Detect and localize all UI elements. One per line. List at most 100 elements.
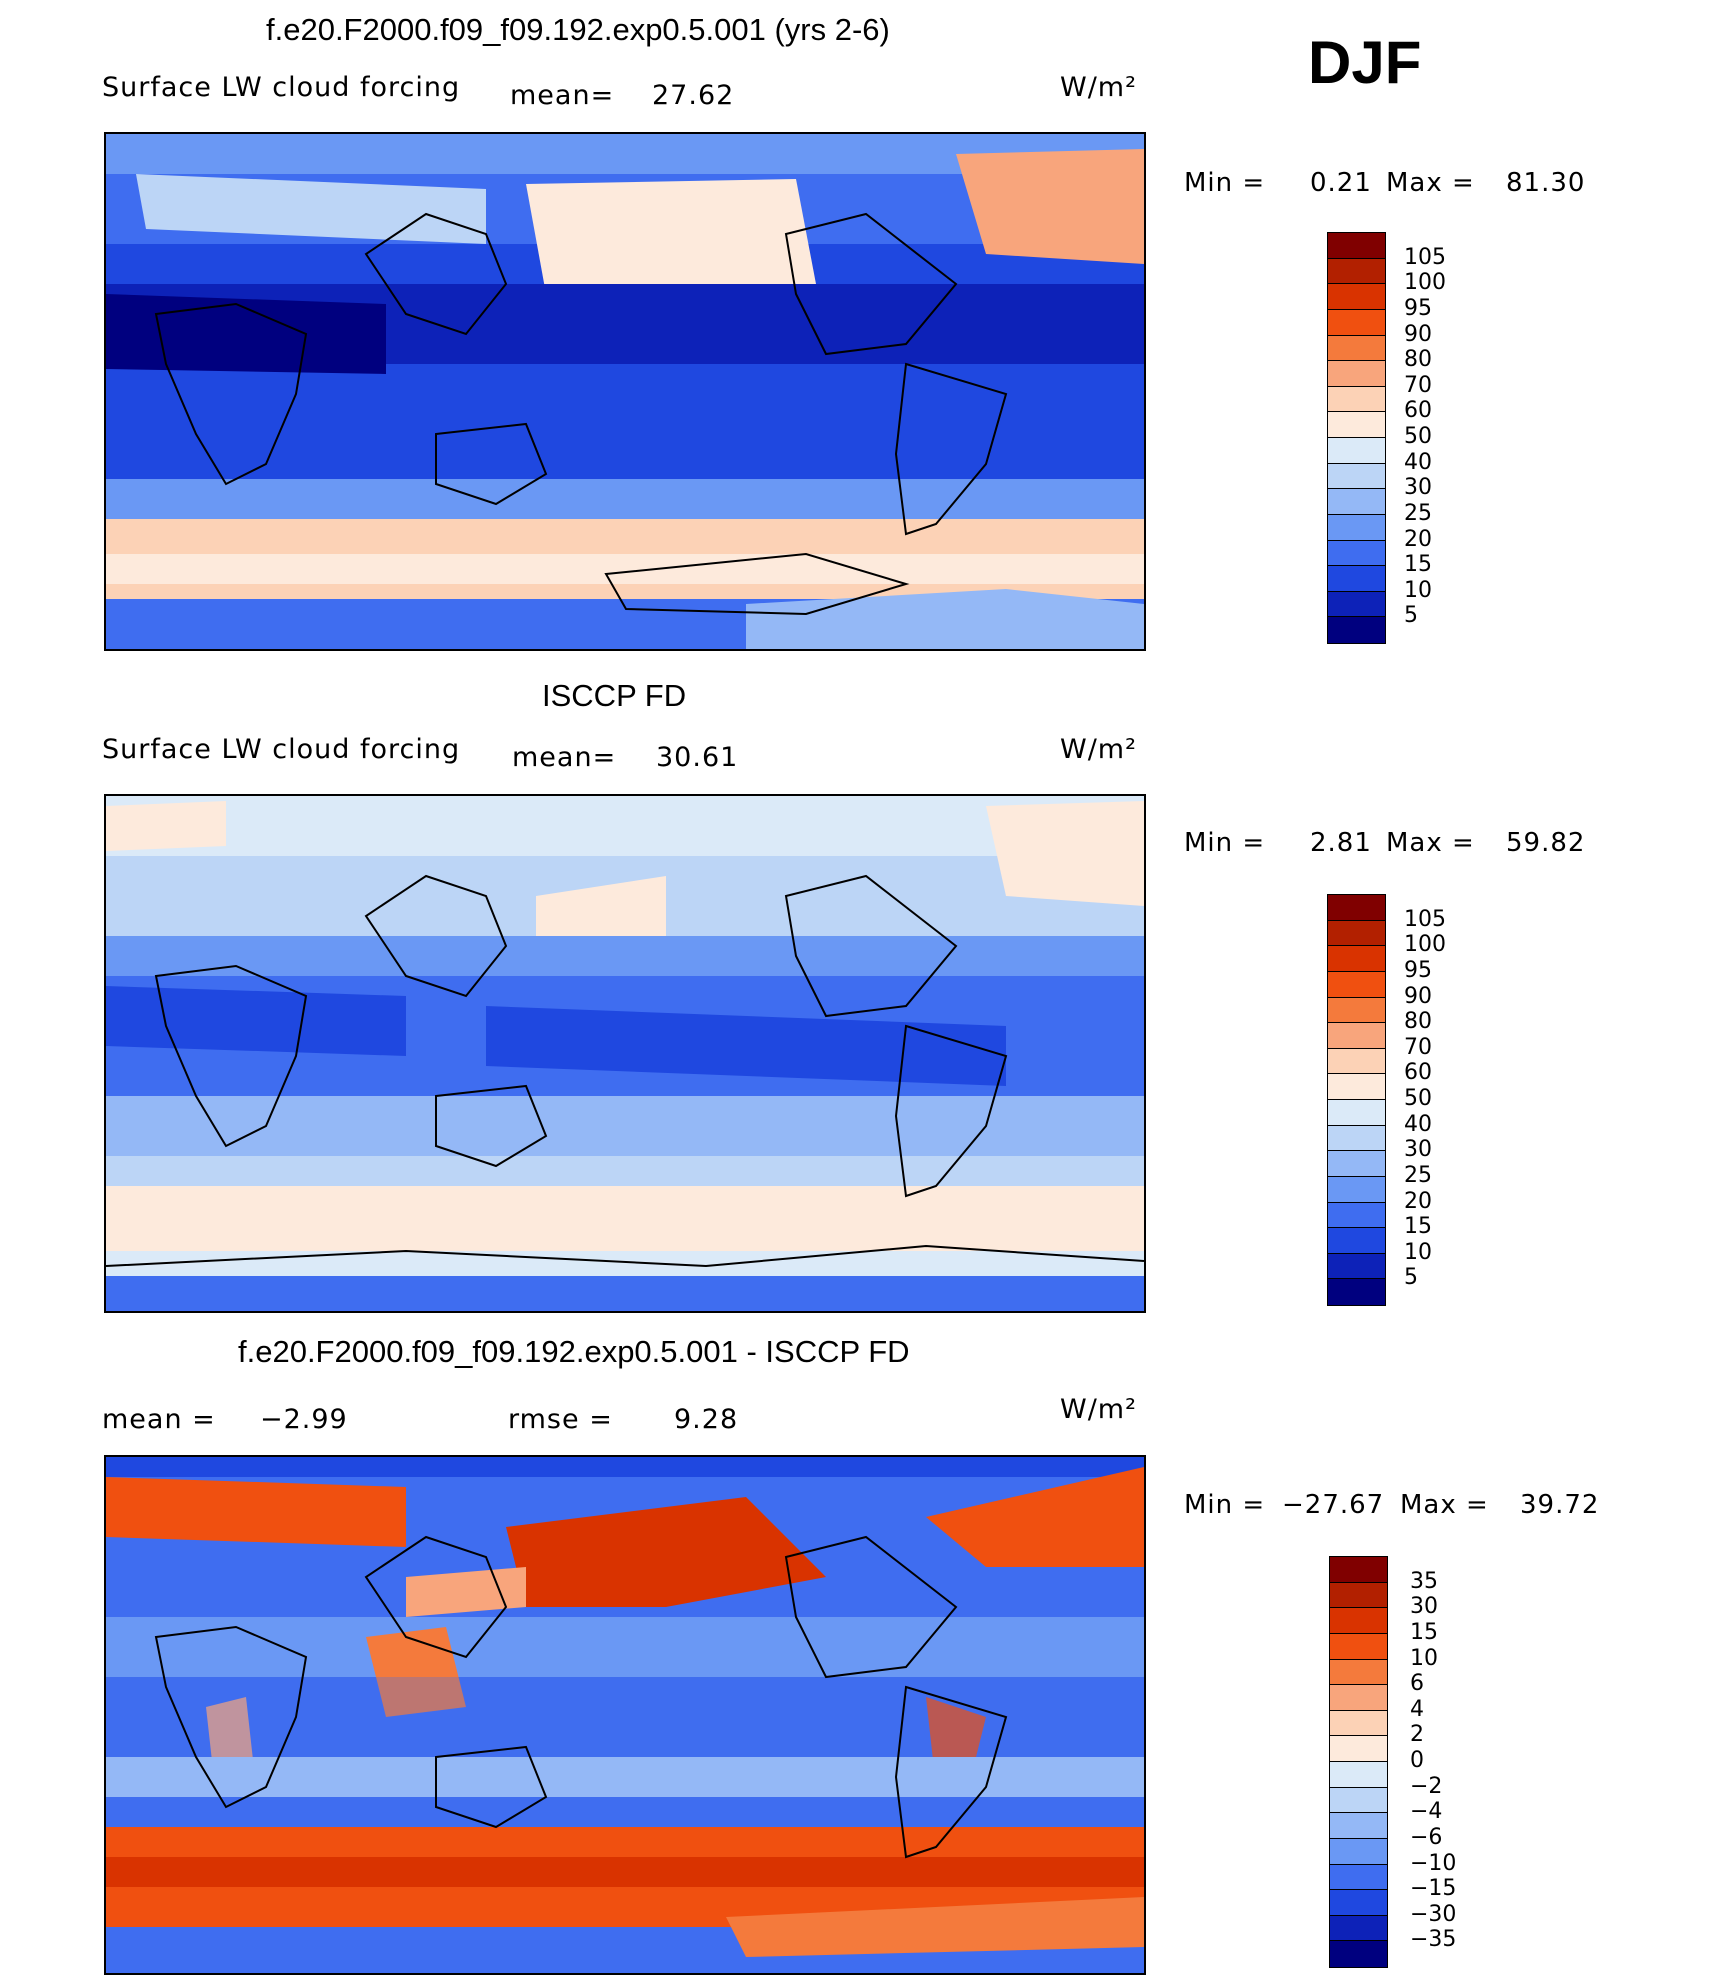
panel-3-mean-value: −2.99 [260,1404,348,1435]
colorbar-swatch [1328,1048,1385,1075]
colorbar-level-label: 50 [1404,424,1432,449]
panel-1-colorbar [1327,232,1386,644]
panel-2-colorbar [1327,894,1386,1306]
panel-3-rmse-value: 9.28 [674,1404,739,1435]
panel-3-units: W/m² [1060,1394,1137,1425]
panel-3-map [104,1455,1146,1975]
colorbar-level-label: 0 [1410,1748,1424,1773]
colorbar-level-label: −10 [1410,1850,1457,1876]
colorbar-swatch [1328,540,1385,567]
colorbar-level-label: 40 [1404,449,1432,475]
panel-2-units: W/m² [1060,734,1137,765]
panel-1-map [104,132,1146,651]
panel-2-title: ISCCP FD [542,678,687,713]
colorbar-level-label: −15 [1410,1876,1457,1902]
colorbar-level-label: 20 [1404,526,1432,552]
colorbar-swatch [1328,309,1385,336]
colorbar-level-label: 30 [1410,1594,1438,1620]
colorbar-level-label: 15 [1404,552,1432,578]
colorbar-swatch [1328,1279,1385,1305]
panel-3-contour-field [106,1457,1144,1973]
colorbar-level-label: 60 [1404,1060,1432,1086]
colorbar-level-label: 30 [1404,1137,1432,1163]
colorbar-swatch [1328,463,1385,490]
colorbar-level-label: 105 [1404,906,1446,932]
colorbar-swatch [1328,1125,1385,1152]
colorbar-level-label: 35 [1410,1568,1438,1594]
colorbar-level-label: 100 [1404,270,1446,296]
colorbar-swatch [1328,1151,1385,1177]
season-label: DJF [1308,29,1422,96]
colorbar-level-label: 5 [1404,1265,1418,1291]
colorbar-swatch [1328,591,1385,618]
panel-1-units: W/m² [1060,72,1137,103]
panel-1-variable: Surface LW cloud forcing [102,72,461,103]
colorbar-level-label: 2 [1410,1722,1424,1748]
colorbar-level-label: 80 [1404,347,1432,373]
colorbar-level-label: 105 [1404,244,1446,270]
colorbar-level-label: 25 [1404,500,1432,526]
colorbar-swatch [1328,1228,1385,1254]
colorbar-swatch [1330,1762,1387,1788]
colorbar-level-label: 90 [1404,983,1432,1009]
colorbar-swatch [1330,1608,1387,1634]
colorbar-level-label: 15 [1410,1619,1438,1645]
colorbar-level-label: 20 [1404,1188,1432,1214]
panel-1-max-label: Max = [1386,168,1475,198]
colorbar-swatch [1328,1253,1385,1280]
colorbar-swatch [1328,971,1385,998]
colorbar-swatch [1328,284,1385,310]
colorbar-swatch [1330,1890,1387,1916]
panel-2-min-value: 2.81 [1310,828,1372,858]
colorbar-swatch [1328,489,1385,515]
colorbar-swatch [1330,1710,1387,1737]
panel-1-min-value: 0.21 [1310,168,1372,198]
colorbar-swatch [1328,1176,1385,1203]
colorbar-level-label: 10 [1404,1239,1432,1265]
panel-2-map [104,794,1146,1313]
colorbar-swatch [1328,997,1385,1024]
colorbar-swatch [1330,1582,1387,1609]
panel-2-mean-value: 30.61 [656,742,739,773]
colorbar-level-label: 60 [1404,398,1432,424]
panel-1-mean-value: 27.62 [652,80,735,111]
colorbar-level-label: 95 [1404,295,1432,321]
colorbar-swatch [1328,1023,1385,1049]
colorbar-level-label: −4 [1410,1799,1443,1825]
colorbar-swatch [1328,1074,1385,1100]
colorbar-swatch [1328,895,1385,921]
colorbar-swatch [1328,258,1385,285]
colorbar-level-label: 100 [1404,932,1446,958]
colorbar-level-label: 25 [1404,1162,1432,1188]
colorbar-level-label: 15 [1404,1214,1432,1240]
colorbar-swatch [1330,1659,1387,1686]
colorbar-swatch [1328,361,1385,387]
colorbar-swatch [1330,1915,1387,1942]
panel-1-mean-label: mean= [510,80,615,111]
panel-3-mean-label: mean = [102,1404,216,1435]
colorbar-swatch [1328,438,1385,464]
colorbar-swatch [1328,233,1385,259]
panel-2-min-label: Min = [1184,828,1266,858]
panel-2-variable: Surface LW cloud forcing [102,734,461,765]
colorbar-level-label: 40 [1404,1111,1432,1137]
panel-2-max-value: 59.82 [1506,828,1586,858]
panel-1-contour-field [106,134,1144,649]
colorbar-level-label: 6 [1410,1671,1424,1697]
colorbar-level-label: −6 [1410,1824,1443,1850]
colorbar-level-label: 80 [1404,1009,1432,1035]
colorbar-level-label: −2 [1410,1773,1443,1799]
colorbar-swatch [1330,1685,1387,1711]
colorbar-swatch [1328,1100,1385,1126]
colorbar-level-label: −30 [1410,1901,1457,1927]
colorbar-swatch [1328,617,1385,643]
colorbar-level-label: 10 [1410,1645,1438,1671]
colorbar-swatch [1330,1736,1387,1762]
colorbar-level-label: 4 [1410,1696,1424,1722]
panel-2-mean-label: mean= [512,742,617,773]
colorbar-swatch [1328,386,1385,413]
colorbar-swatch [1328,946,1385,972]
panel-2-contour-field [106,796,1144,1311]
colorbar-swatch [1330,1633,1387,1660]
panel-3-max-label: Max = [1400,1490,1489,1520]
